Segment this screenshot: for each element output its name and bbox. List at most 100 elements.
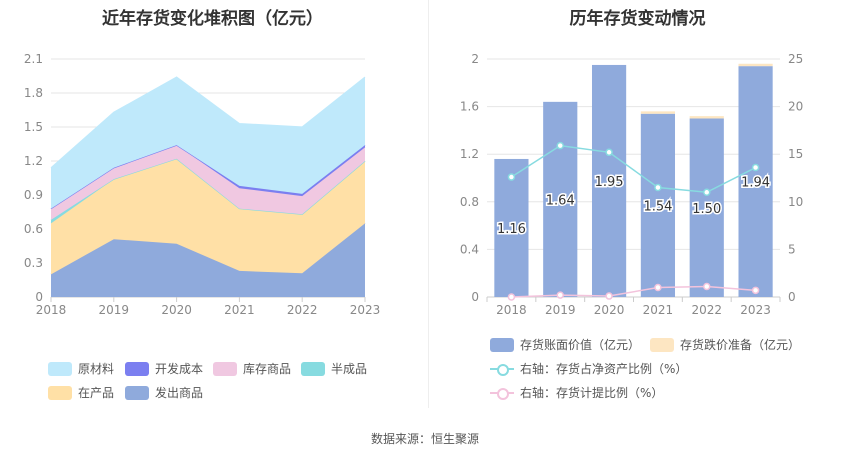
- right-y2-tick-label: 10: [788, 195, 803, 209]
- legend-label: 库存商品: [243, 362, 292, 376]
- right-y-tick-label: 1.2: [460, 147, 479, 161]
- line-point: [507, 173, 516, 181]
- bar-impairment-provision: [738, 63, 773, 67]
- left-y-tick-label: 1.5: [24, 120, 43, 134]
- right-x-tick-label: 2021: [643, 303, 674, 317]
- line-point: [556, 291, 564, 299]
- bar-book-value: [689, 118, 724, 297]
- line-右轴：存货占净资产比例（%）: [511, 144, 756, 194]
- legend-item-在产品[interactable]: 在产品: [48, 384, 114, 401]
- legend-swatch: [650, 337, 674, 352]
- bar-book-value: [738, 66, 773, 297]
- line-point: [751, 163, 760, 172]
- legend-label: 右轴：存货计提比例（%）: [520, 386, 664, 400]
- line-point: [556, 141, 564, 150]
- right-y-tick-label: 0: [471, 290, 479, 304]
- left-y-tick-label: 0.9: [24, 188, 43, 202]
- right-y2-tick-label: 5: [788, 242, 796, 256]
- line-右轴：存货计提比例（%）: [511, 285, 756, 298]
- legend-label: 右轴：存货占净资产比例（%）: [520, 362, 688, 376]
- right-y2-tick-label: 25: [788, 52, 803, 66]
- line-point: [605, 148, 613, 157]
- legend-item-存货账面价值（亿元）[interactable]: 存货账面价值（亿元）: [490, 336, 640, 353]
- legend-item-右轴：存货计提比例（%）[interactable]: 右轴：存货计提比例（%）: [490, 384, 663, 401]
- legend-label: 发出商品: [155, 386, 204, 400]
- left-y-tick-label: 0.6: [24, 222, 43, 236]
- left-x-tick-label: 2018: [36, 303, 67, 317]
- bar-data-label: 1.94: [741, 176, 770, 191]
- legend-item-原材料[interactable]: 原材料: [48, 360, 114, 377]
- left-x-tick-label: 2019: [99, 303, 130, 317]
- legend-item-存货跌价准备（亿元）[interactable]: 存货跌价准备（亿元）: [650, 336, 800, 353]
- line-point: [703, 282, 711, 291]
- legend-swatch: [125, 361, 149, 376]
- legend-label: 在产品: [78, 386, 115, 400]
- bar-data-label: 1.16: [497, 222, 526, 237]
- line-point: [507, 293, 516, 301]
- area-发出商品: [51, 223, 365, 297]
- bar-book-value: [543, 101, 578, 297]
- right-y-tick-label: 2: [471, 52, 479, 66]
- left-x-tick-label: 2021: [224, 303, 255, 317]
- panel-divider: [428, 0, 429, 408]
- line-point: [654, 183, 662, 192]
- legend-swatch: [48, 385, 72, 400]
- area-line-原材料: [50, 76, 366, 169]
- area-库存商品: [51, 145, 365, 220]
- legend-swatch: [213, 361, 237, 376]
- bar-data-label: 1.64: [546, 193, 575, 208]
- legend-item-半成品[interactable]: 半成品: [301, 360, 367, 377]
- data-source: 数据来源：恒生聚源: [370, 432, 479, 446]
- right-x-tick-label: 2022: [691, 303, 722, 317]
- right-x-tick-label: 2023: [740, 303, 771, 317]
- right-x-tick-label: 2020: [594, 303, 625, 317]
- left-y-tick-label: 0: [35, 290, 43, 304]
- legend-label: 存货跌价准备（亿元）: [680, 338, 801, 352]
- left-y-tick-label: 1.8: [24, 86, 43, 100]
- left-x-tick-label: 2020: [161, 303, 192, 317]
- bar-book-value: [640, 113, 676, 298]
- area-原材料: [51, 77, 365, 209]
- bar-book-value: [494, 158, 529, 297]
- legend-swatch: [490, 337, 514, 352]
- bar-data-label: 1.50: [692, 202, 721, 217]
- legend-swatch: [490, 362, 514, 376]
- left-x-tick-label: 2022: [287, 303, 318, 317]
- left-x-tick-label: 2023: [350, 303, 381, 317]
- right-x-tick-label: 2019: [545, 303, 576, 317]
- right-x-tick-label: 2018: [496, 303, 527, 317]
- legend-label: 半成品: [331, 362, 368, 376]
- legend-item-开发成本[interactable]: 开发成本: [125, 360, 203, 377]
- area-开发成本: [51, 145, 365, 209]
- line-point: [703, 188, 711, 197]
- right-y-tick-label: 1.6: [460, 100, 479, 114]
- legend-swatch: [125, 385, 149, 400]
- right-chart-title: 历年存货变动情况: [569, 9, 706, 29]
- line-point: [751, 286, 760, 295]
- legend-swatch: [490, 386, 514, 400]
- right-y2-tick-label: 20: [788, 100, 803, 114]
- legend-label: 开发成本: [155, 362, 204, 376]
- legend-swatch: [48, 361, 72, 376]
- right-y-tick-label: 0.4: [460, 242, 479, 256]
- bar-data-label: 1.54: [643, 199, 672, 214]
- left-y-tick-label: 0.3: [24, 256, 43, 270]
- right-y2-tick-label: 15: [788, 147, 803, 161]
- right-y2-tick-label: 0: [788, 290, 796, 304]
- legend-item-右轴：存货占净资产比例（%）[interactable]: 右轴：存货占净资产比例（%）: [490, 360, 687, 377]
- left-y-tick-label: 1.2: [24, 154, 43, 168]
- legend-swatch: [301, 361, 325, 376]
- right-y-tick-label: 0.8: [460, 195, 479, 209]
- legend-item-库存商品[interactable]: 库存商品: [213, 360, 291, 377]
- bar-data-label: 1.95: [595, 175, 624, 190]
- bar-impairment-provision: [640, 111, 676, 114]
- left-y-tick-label: 2.1: [24, 52, 43, 66]
- bar-book-value: [591, 64, 627, 297]
- line-point: [605, 292, 613, 300]
- legend-item-发出商品[interactable]: 发出商品: [125, 384, 203, 401]
- legend-label: 存货账面价值（亿元）: [520, 338, 641, 352]
- legend-label: 原材料: [78, 362, 115, 376]
- left-chart-title: 近年存货变化堆积图（亿元）: [102, 9, 323, 29]
- area-在产品: [51, 158, 365, 275]
